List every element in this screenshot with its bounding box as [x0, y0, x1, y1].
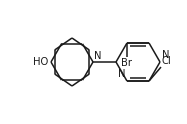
- Text: Cl: Cl: [162, 56, 172, 66]
- Text: Br: Br: [122, 58, 133, 68]
- Text: N: N: [162, 50, 169, 60]
- Text: N: N: [119, 69, 126, 79]
- Text: N: N: [94, 51, 102, 61]
- Text: HO: HO: [33, 57, 48, 67]
